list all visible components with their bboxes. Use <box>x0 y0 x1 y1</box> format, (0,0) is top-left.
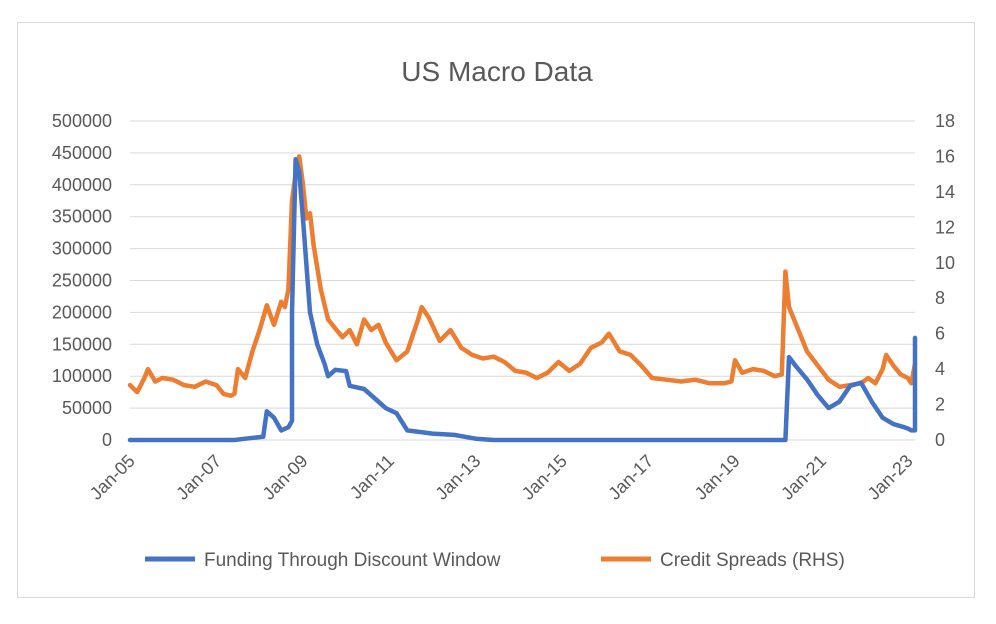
legend-label-funding: Funding Through Discount Window <box>204 550 501 571</box>
left-axis-tick-label: 500000 <box>52 111 112 131</box>
left-axis-tick-label: 250000 <box>52 271 112 291</box>
x-axis-tick-label: Jan-17 <box>604 451 657 504</box>
right-axis-tick-label: 8 <box>935 288 945 308</box>
left-axis-tick-label: 400000 <box>52 175 112 195</box>
right-axis-tick-label: 14 <box>935 182 955 202</box>
right-axis-tick-label: 10 <box>935 253 955 273</box>
right-axis-tick-label: 0 <box>935 430 945 450</box>
right-axis-ticks: 0 2 4 6 8 10 12 14 16 18 <box>935 111 955 450</box>
left-axis-tick-label: 100000 <box>52 366 112 386</box>
x-axis-tick-label: Jan-23 <box>864 451 917 504</box>
x-axis-tick-label: Jan-07 <box>172 451 225 504</box>
right-axis-tick-label: 12 <box>935 217 955 237</box>
x-axis-tick-label: Jan-15 <box>518 451 571 504</box>
series-layer <box>127 154 918 443</box>
series-line-funding <box>127 157 918 443</box>
x-axis-tick-label: Jan-21 <box>777 451 830 504</box>
left-axis-tick-label: 150000 <box>52 334 112 354</box>
left-axis-tick-label: 300000 <box>52 239 112 259</box>
left-axis-tick-label: 0 <box>102 430 112 450</box>
right-axis-tick-label: 2 <box>935 395 945 415</box>
legend-label-credit-spreads: Credit Spreads (RHS) <box>660 550 845 571</box>
x-axis-ticks: Jan-05 Jan-07 Jan-09 Jan-11 Jan-13 Jan-15 Jan-… <box>86 451 917 504</box>
right-axis-tick-label: 4 <box>935 359 945 379</box>
right-axis-tick-label: 18 <box>935 111 955 131</box>
left-axis-tick-label: 350000 <box>52 207 112 227</box>
x-axis-tick-label: Jan-19 <box>691 451 744 504</box>
x-axis-tick-label: Jan-09 <box>259 451 312 504</box>
right-axis-tick-label: 6 <box>935 324 945 344</box>
left-axis-ticks: 0 50000 100000 150000 200000 250000 300000 3500… <box>52 111 112 450</box>
left-axis-tick-label: 450000 <box>52 143 112 163</box>
chart-title: US Macro Data <box>401 56 593 87</box>
chart-canvas: US Macro Data 05000010000015000020000025… <box>52 56 955 571</box>
x-axis-tick-label: Jan-11 <box>346 451 398 503</box>
grid-lines <box>130 120 915 441</box>
left-axis-tick-label: 200000 <box>52 302 112 322</box>
legend: Funding Through Discount Window Credit S… <box>145 550 845 571</box>
series-line-credit-spreads <box>127 154 918 398</box>
x-axis-tick-label: Jan-05 <box>86 451 139 504</box>
left-axis-tick-label: 50000 <box>62 398 112 418</box>
x-axis-tick-label: Jan-13 <box>431 451 484 504</box>
right-axis-tick-label: 16 <box>935 146 955 166</box>
chart-frame: US Macro Data 0 50000 100000 150000 200000 25… <box>17 22 975 598</box>
